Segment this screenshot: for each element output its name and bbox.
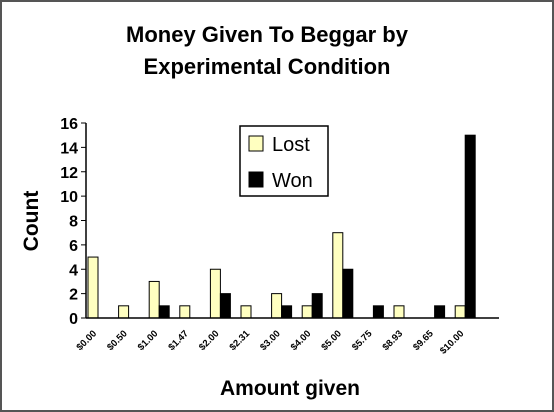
x-axis-label: Amount given	[220, 377, 360, 400]
x-tick-label: $2.00	[197, 328, 222, 353]
x-tick-label: $10.00	[438, 328, 466, 356]
x-tick-label: $9.65	[411, 328, 436, 353]
y-tick-label: 14	[60, 140, 78, 157]
x-tick-label: $3.00	[258, 328, 283, 353]
bar-won	[219, 293, 231, 319]
bar-won	[372, 305, 384, 319]
x-tick-label: $0.00	[75, 328, 100, 353]
bar-lost	[454, 305, 466, 319]
bar-lost	[87, 256, 99, 319]
bar-lost	[209, 268, 221, 319]
bar-lost	[240, 305, 252, 319]
bar-won	[464, 134, 476, 319]
bar-lost	[393, 305, 405, 319]
y-tick-label: 12	[60, 165, 78, 182]
x-tick-label: $5.00	[319, 328, 344, 353]
y-axis-label: Count	[20, 191, 43, 252]
bar-lost	[301, 305, 313, 319]
legend-label-won: Won	[272, 170, 313, 192]
x-tick-label: $1.00	[136, 328, 161, 353]
bar-won	[342, 268, 354, 319]
x-tick-label: $5.75	[350, 328, 375, 353]
y-tick-label: 4	[69, 262, 78, 279]
y-tick-label: 2	[69, 287, 78, 304]
chart-title-line-1: Money Given To Beggar by	[126, 22, 409, 47]
bar-lost	[179, 305, 191, 319]
chart-title-line-2: Experimental Condition	[144, 54, 391, 79]
y-tick-label: 0	[69, 311, 78, 328]
legend-label-lost: Lost	[272, 134, 310, 156]
x-tick-label: $8.93	[381, 328, 406, 353]
bar-won	[158, 305, 170, 319]
bar-lost	[332, 232, 344, 319]
y-tick-label: 8	[69, 214, 78, 231]
x-tick-label: $2.31	[228, 328, 253, 353]
y-tick-label: 16	[60, 116, 78, 133]
bar-lost	[271, 293, 283, 319]
y-tick-label: 10	[60, 189, 78, 206]
legend-swatch-won	[248, 171, 264, 188]
x-tick-label: $1.47	[166, 328, 191, 353]
bar-won	[434, 305, 446, 319]
legend-swatch-lost	[248, 135, 264, 152]
bar-lost	[118, 305, 130, 319]
y-tick-label: 6	[69, 238, 78, 255]
bar-lost	[148, 280, 160, 319]
legend: Lost Won	[239, 125, 329, 197]
x-tick-label: $4.00	[289, 328, 314, 353]
bar-won	[281, 305, 293, 319]
x-tick-label: $0.50	[105, 328, 130, 353]
bar-won	[311, 293, 323, 319]
